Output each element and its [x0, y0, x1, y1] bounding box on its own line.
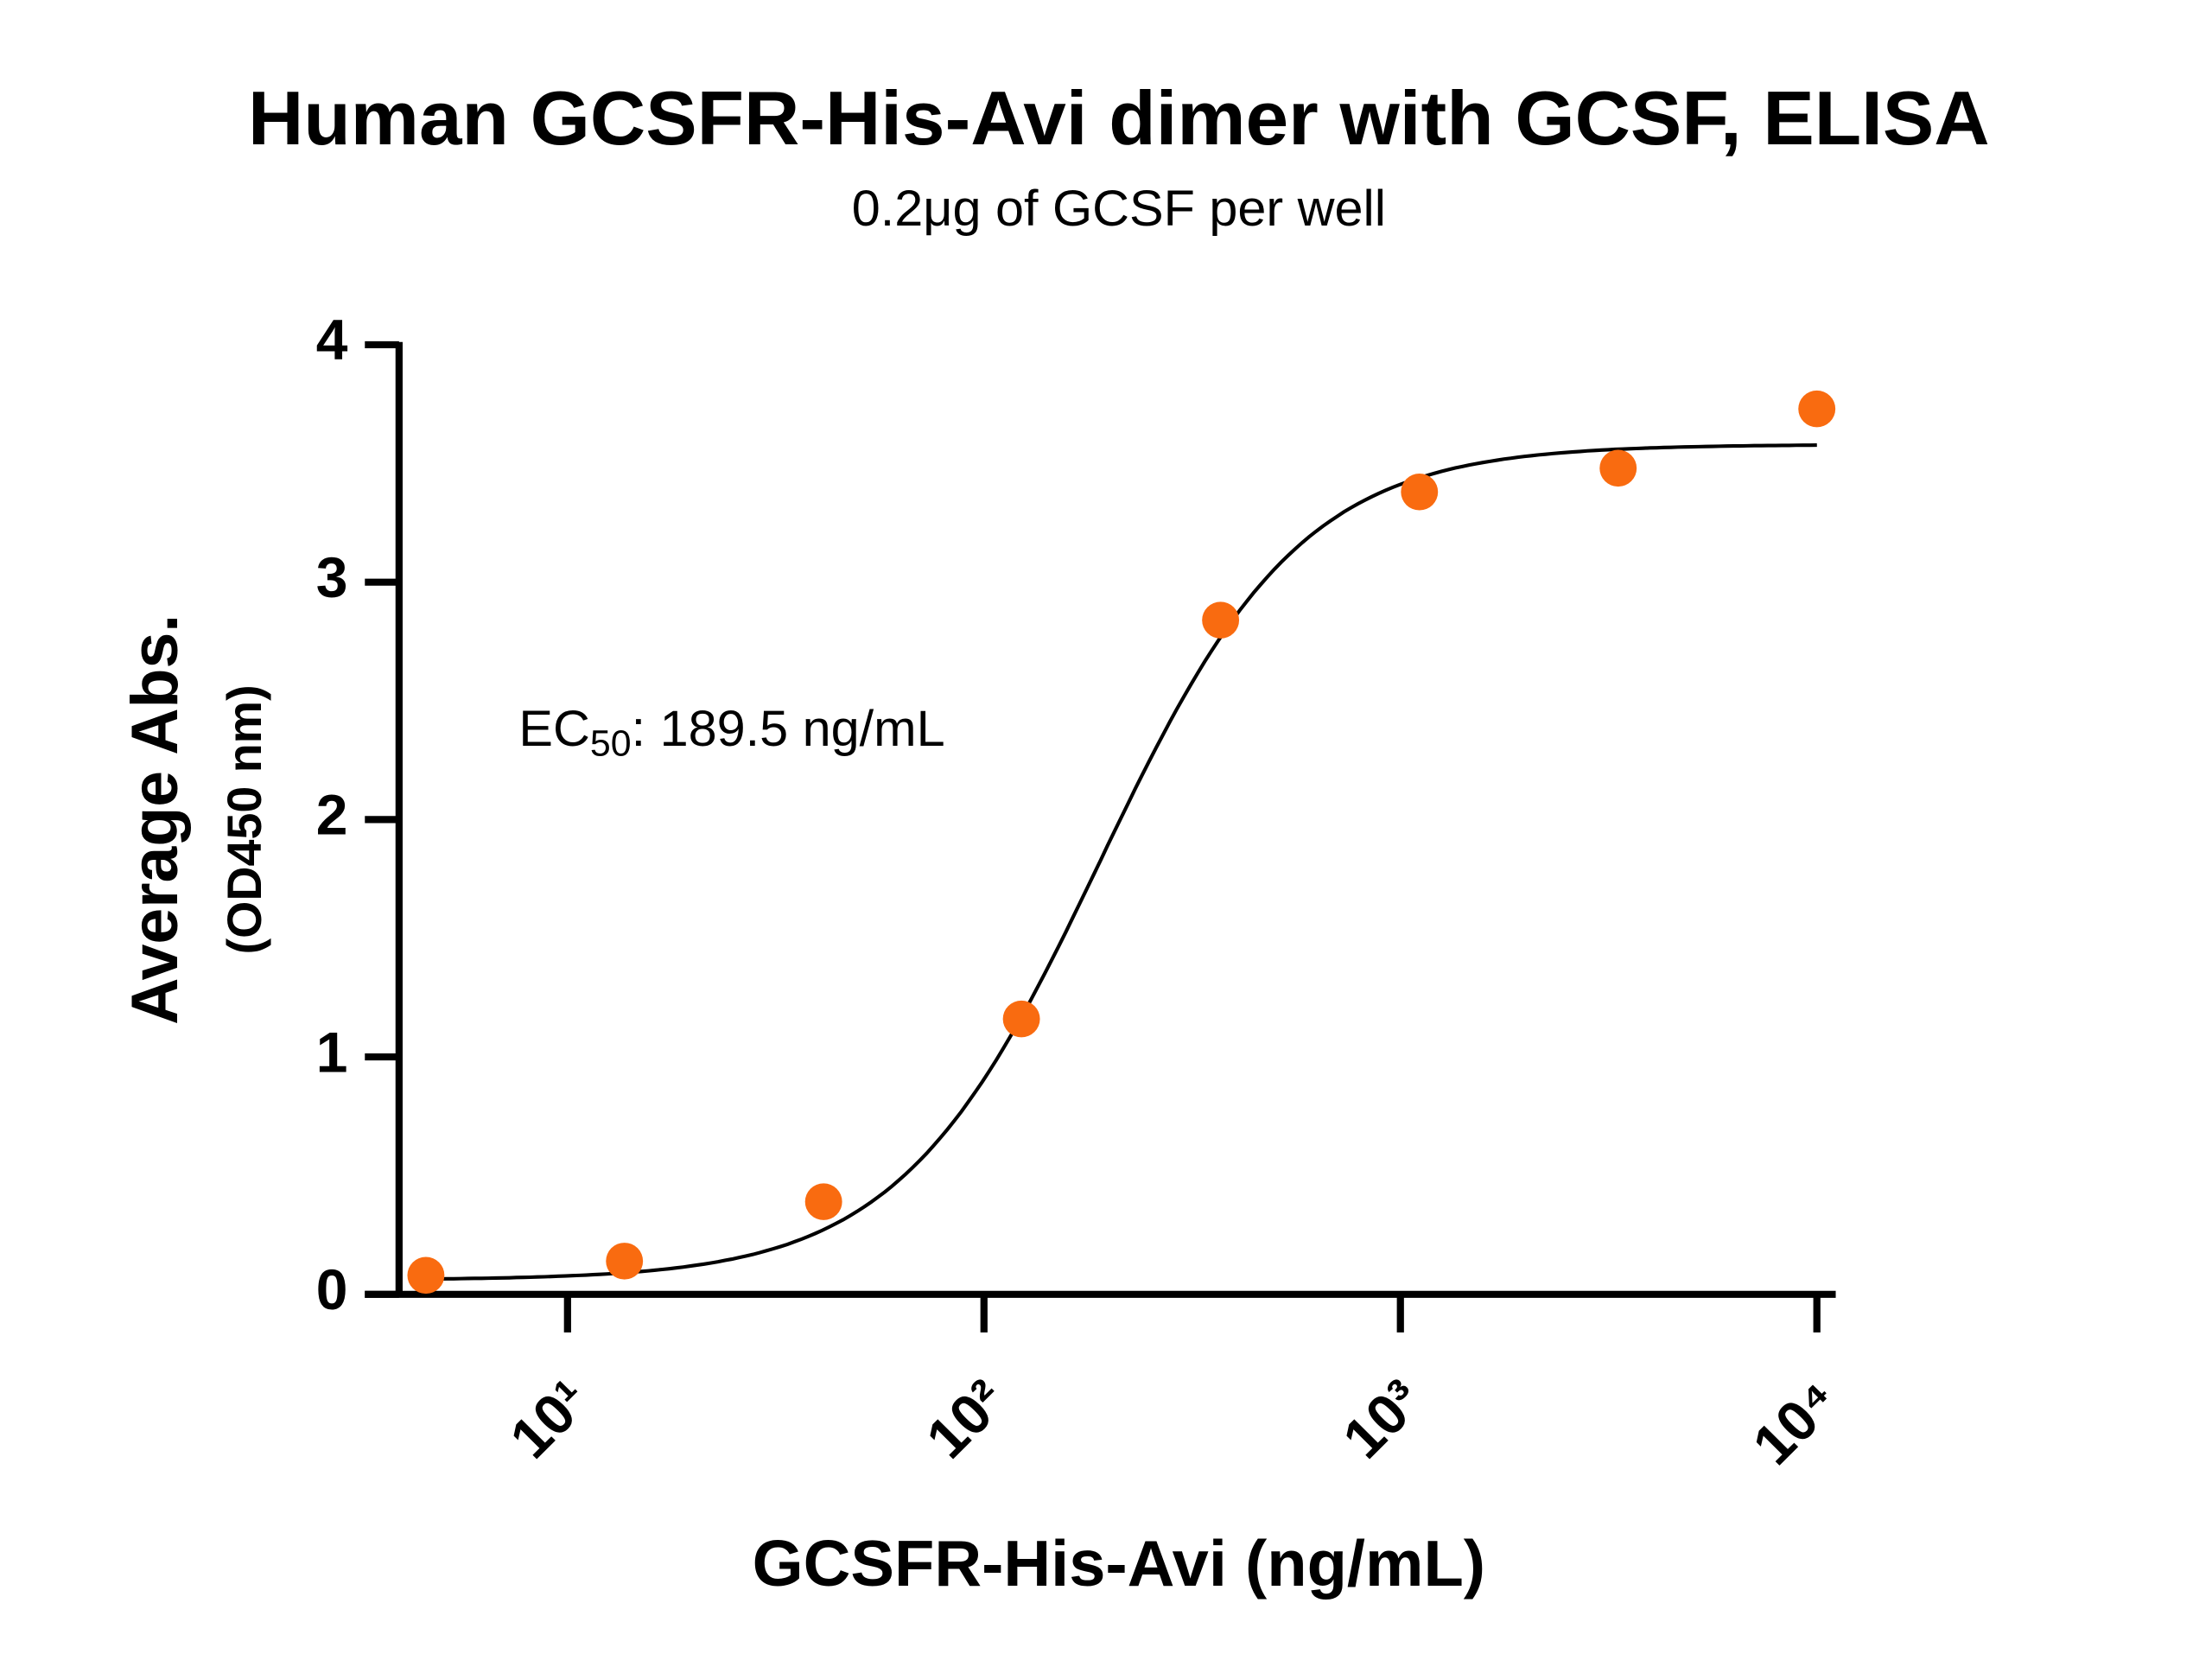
y-tick-label: 1 — [316, 1021, 348, 1085]
annotation-text: EC — [518, 699, 589, 757]
x-axis-label: GCSFR-His-Avi (ng/mL) — [753, 1528, 1485, 1600]
x-tick-label: 10³ — [1331, 1368, 1433, 1470]
y-axis-label: (OD450 nm) — [217, 684, 271, 954]
y-tick-label: 3 — [316, 546, 348, 609]
data-point — [1401, 474, 1439, 511]
annotation-subscript: 50 — [590, 723, 632, 765]
y-tick-label: 2 — [316, 784, 348, 847]
fit-curve — [425, 443, 1817, 1282]
data-point — [407, 1256, 445, 1295]
x-tick-label: 10² — [914, 1368, 1017, 1470]
y-axis-label: Average Abs. — [118, 614, 191, 1025]
data-point — [1002, 1000, 1040, 1038]
x-tick-label: 10¹ — [498, 1368, 601, 1470]
chart-subtitle: 0.2μg of GCSF per well — [852, 179, 1386, 237]
data-point — [606, 1243, 644, 1280]
x-tick-label: 10⁴ — [1741, 1368, 1851, 1477]
data-point — [1798, 390, 1836, 428]
y-tick-label: 0 — [316, 1258, 348, 1321]
chart-title: Human GCSFR-His-Avi dimer with GCSF, ELI… — [248, 76, 1990, 162]
y-tick-label: 4 — [316, 309, 348, 372]
data-point — [804, 1183, 842, 1220]
data-point — [1202, 601, 1240, 639]
data-point — [1599, 449, 1637, 487]
annotation: EC50: 189.5 ng/mL — [518, 699, 944, 765]
annotation-text: : 189.5 ng/mL — [632, 699, 945, 757]
